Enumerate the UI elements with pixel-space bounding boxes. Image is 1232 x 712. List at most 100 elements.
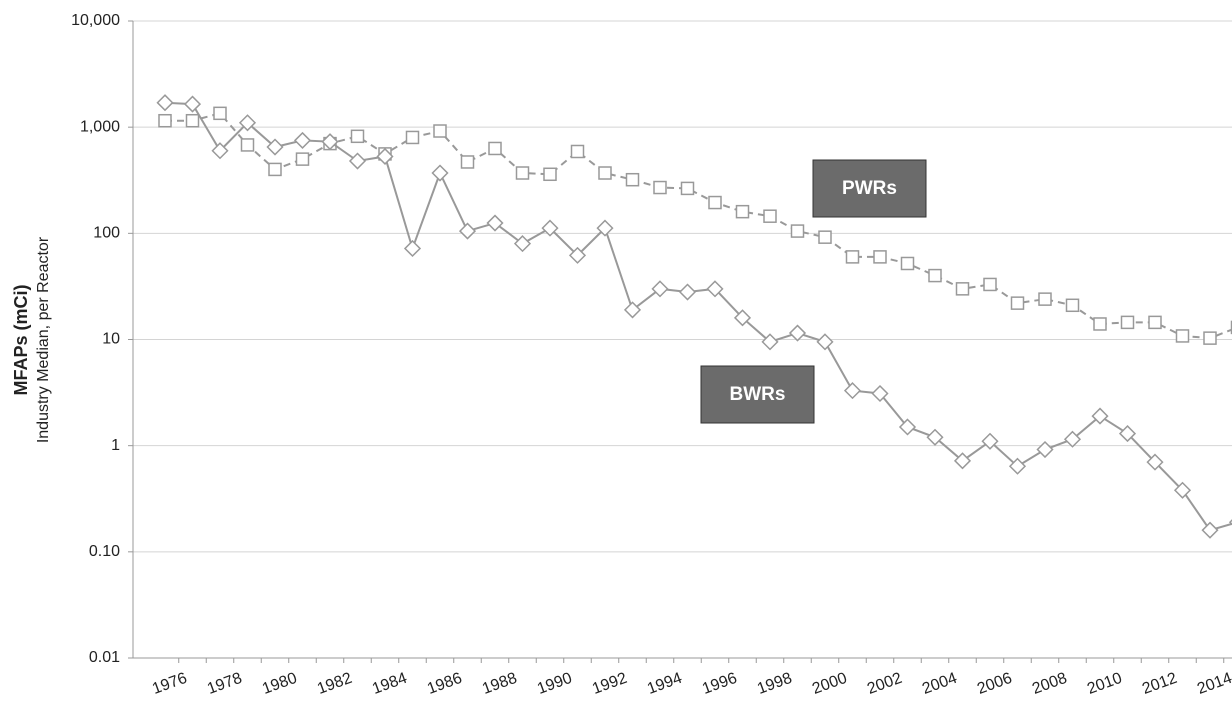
- marker-diamond: [513, 235, 532, 253]
- marker-square: [983, 277, 997, 292]
- marker-square: [543, 167, 557, 182]
- marker-diamond: [733, 309, 752, 327]
- marker-diamond: [1146, 453, 1164, 471]
- marker-square: [1203, 331, 1217, 345]
- marker-square: [240, 138, 255, 152]
- y-axis-subtitle: Industry Median, per Reactor: [35, 236, 52, 443]
- marker-square: [955, 282, 970, 296]
- marker-diamond: [403, 239, 422, 258]
- marker-diamond: [898, 418, 917, 436]
- marker-square: [185, 113, 200, 128]
- marker-diamond: [238, 114, 257, 132]
- y-tick-label: 100: [93, 225, 120, 242]
- x-tick-label: 2008: [1030, 670, 1069, 698]
- series-label: PWRs: [842, 178, 897, 199]
- marker-square: [350, 129, 365, 144]
- y-tick-label: 0.01: [89, 649, 120, 666]
- x-tick-label: 1982: [315, 670, 354, 698]
- marker-diamond: [348, 152, 367, 170]
- marker-diamond: [1118, 425, 1137, 443]
- marker-diamond: [761, 333, 779, 351]
- marker-square: [158, 113, 172, 128]
- x-tick-label: 2014: [1195, 670, 1232, 698]
- marker-diamond: [1008, 457, 1027, 475]
- marker-square: [405, 130, 420, 145]
- series-label-box: [700, 365, 815, 424]
- marker-square: [268, 162, 282, 177]
- marker-square: [1175, 329, 1190, 343]
- marker-diamond: [843, 382, 862, 400]
- series-line: [164, 101, 1232, 532]
- x-tick-label: 1988: [480, 670, 519, 698]
- marker-diamond: [596, 219, 614, 237]
- x-tick-label: 1992: [590, 670, 629, 698]
- marker-square: [433, 124, 447, 138]
- marker-diamond: [183, 95, 202, 113]
- x-tick-label: 1980: [260, 670, 299, 698]
- x-tick-label: 1990: [535, 670, 574, 698]
- x-tick-label: 1996: [700, 670, 739, 698]
- marker-square: [488, 141, 502, 156]
- x-tick-label: 1984: [370, 670, 409, 698]
- series-label-box: [812, 159, 927, 218]
- marker-square: [1120, 315, 1135, 330]
- series-line: [165, 112, 1232, 340]
- marker-diamond: [788, 324, 807, 342]
- x-tick-label: 2012: [1140, 670, 1179, 698]
- marker-square: [598, 166, 612, 180]
- x-tick-label: 1998: [755, 670, 794, 698]
- marker-diamond: [458, 222, 477, 240]
- marker-square: [295, 152, 310, 166]
- y-tick-label: 10: [102, 331, 120, 348]
- marker-diamond: [321, 133, 339, 151]
- marker-square: [515, 166, 530, 180]
- marker-square: [708, 195, 722, 210]
- marker-diamond: [1201, 521, 1219, 539]
- marker-diamond: [568, 246, 587, 264]
- marker-square: [213, 106, 227, 121]
- marker-square: [460, 155, 475, 169]
- marker-diamond: [541, 219, 559, 237]
- marker-diamond: [678, 283, 697, 301]
- marker-diamond: [156, 94, 174, 112]
- y-axis-title: MFAPs (mCi): [11, 284, 31, 395]
- marker-diamond: [816, 333, 834, 351]
- marker-diamond: [1063, 430, 1082, 448]
- x-tick-label: 2004: [920, 670, 959, 698]
- marker-diamond: [706, 280, 724, 298]
- marker-square: [570, 144, 585, 159]
- marker-diamond: [651, 280, 669, 298]
- marker-diamond: [981, 432, 999, 450]
- x-tick-label: 2006: [975, 670, 1014, 698]
- marker-square: [1093, 317, 1107, 331]
- marker-diamond: [926, 428, 944, 446]
- y-tick-label: 0.10: [89, 543, 120, 560]
- marker-diamond: [871, 384, 889, 403]
- marker-diamond: [376, 147, 394, 166]
- x-tick-label: 1986: [425, 670, 464, 698]
- x-tick-label: 1978: [205, 670, 244, 698]
- marker-diamond: [1036, 440, 1054, 459]
- marker-diamond: [486, 214, 504, 232]
- marker-diamond: [266, 138, 284, 156]
- marker-square: [625, 172, 640, 187]
- marker-square: [818, 230, 832, 244]
- marker-square: [763, 209, 777, 223]
- marker-square: [845, 250, 860, 264]
- x-tick-label: 1976: [150, 670, 189, 698]
- marker-diamond: [1173, 481, 1192, 499]
- x-tick-label: 2002: [865, 670, 904, 698]
- y-tick-label: 10,000: [71, 12, 120, 29]
- marker-square: [1038, 292, 1052, 306]
- marker-diamond: [211, 142, 229, 160]
- marker-square: [735, 204, 750, 219]
- marker-square: [1065, 298, 1080, 313]
- x-tick-label: 1994: [645, 670, 684, 698]
- x-tick-label: 2010: [1085, 670, 1124, 698]
- y-tick-label: 1,000: [80, 118, 120, 135]
- marker-diamond: [953, 452, 972, 470]
- marker-diamond: [1091, 407, 1109, 425]
- marker-diamond: [293, 131, 312, 149]
- marker-square: [928, 268, 942, 283]
